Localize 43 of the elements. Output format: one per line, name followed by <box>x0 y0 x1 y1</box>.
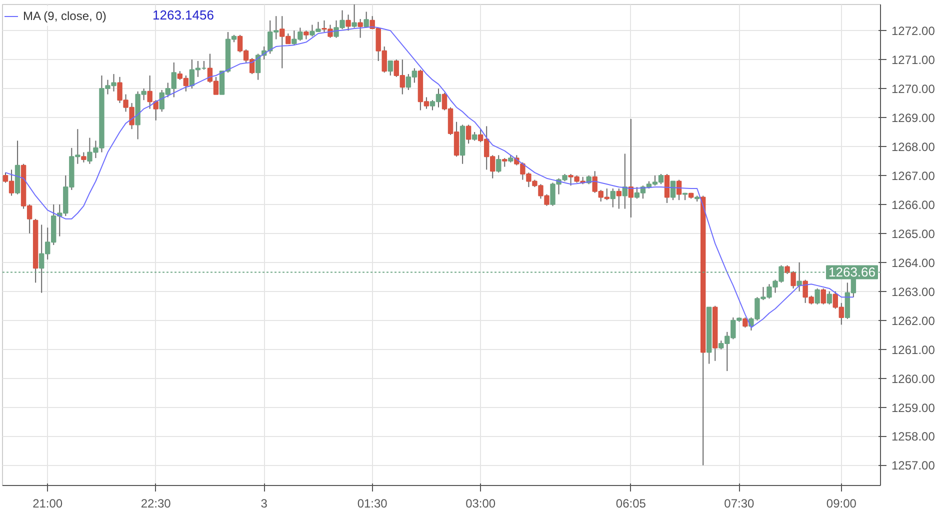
annotation: 1263.1456 <box>152 8 214 22</box>
candlestick <box>616 188 622 210</box>
candlestick <box>346 14 351 32</box>
y-tick-label: 1271.00 <box>892 53 936 68</box>
candlestick <box>496 154 502 174</box>
candlestick <box>742 316 748 328</box>
candlestick <box>219 70 225 95</box>
y-tick-label: 1257.00 <box>892 458 936 473</box>
candlestick <box>610 188 616 208</box>
y-tick-label: 1272.00 <box>892 24 936 38</box>
x-tick-label: 06:05 <box>616 496 646 510</box>
y-tick-label: 1262.00 <box>892 314 936 328</box>
candlestick <box>466 124 472 144</box>
y-tick-label: 1259.00 <box>892 400 936 415</box>
x-tick-label: 09:00 <box>826 496 857 510</box>
x-tick-label: 21:00 <box>32 496 63 510</box>
x-tick-label: 3 <box>260 496 268 510</box>
x-tick-label: 01:30 <box>357 496 388 510</box>
ref-line-label: 1263.66 <box>828 264 876 280</box>
candlestick <box>352 4 357 28</box>
candlestick <box>664 174 670 204</box>
y-tick-label: 1258.00 <box>892 430 936 444</box>
y-tick-label: 1268.00 <box>892 140 936 154</box>
y-tick-label: 1266.00 <box>892 198 936 212</box>
y-tick-label: 1261.00 <box>892 342 936 357</box>
y-tick-label: 1267.00 <box>892 168 936 183</box>
candlestick <box>81 152 86 163</box>
y-tick-label: 1260.00 <box>892 372 936 386</box>
y-tick-label: 1270.00 <box>892 82 936 96</box>
y-tick-label: 1269.00 <box>892 111 936 126</box>
x-tick-label: 03:00 <box>466 496 496 510</box>
candlestick <box>364 11 369 28</box>
y-tick-label: 1263.00 <box>892 284 936 299</box>
y-tick-label: 1264.00 <box>892 256 936 270</box>
candlestick <box>820 288 826 305</box>
x-tick-label: 22:30 <box>140 496 172 510</box>
x-tick-label: 07:30 <box>724 496 755 510</box>
legend-label: MA (9, close, 0) <box>23 9 106 23</box>
y-tick-label: 1265.00 <box>892 226 936 241</box>
candlestick <box>388 60 393 76</box>
candlestick <box>358 18 363 38</box>
candlestick <box>826 290 832 305</box>
candlestick <box>814 288 820 305</box>
